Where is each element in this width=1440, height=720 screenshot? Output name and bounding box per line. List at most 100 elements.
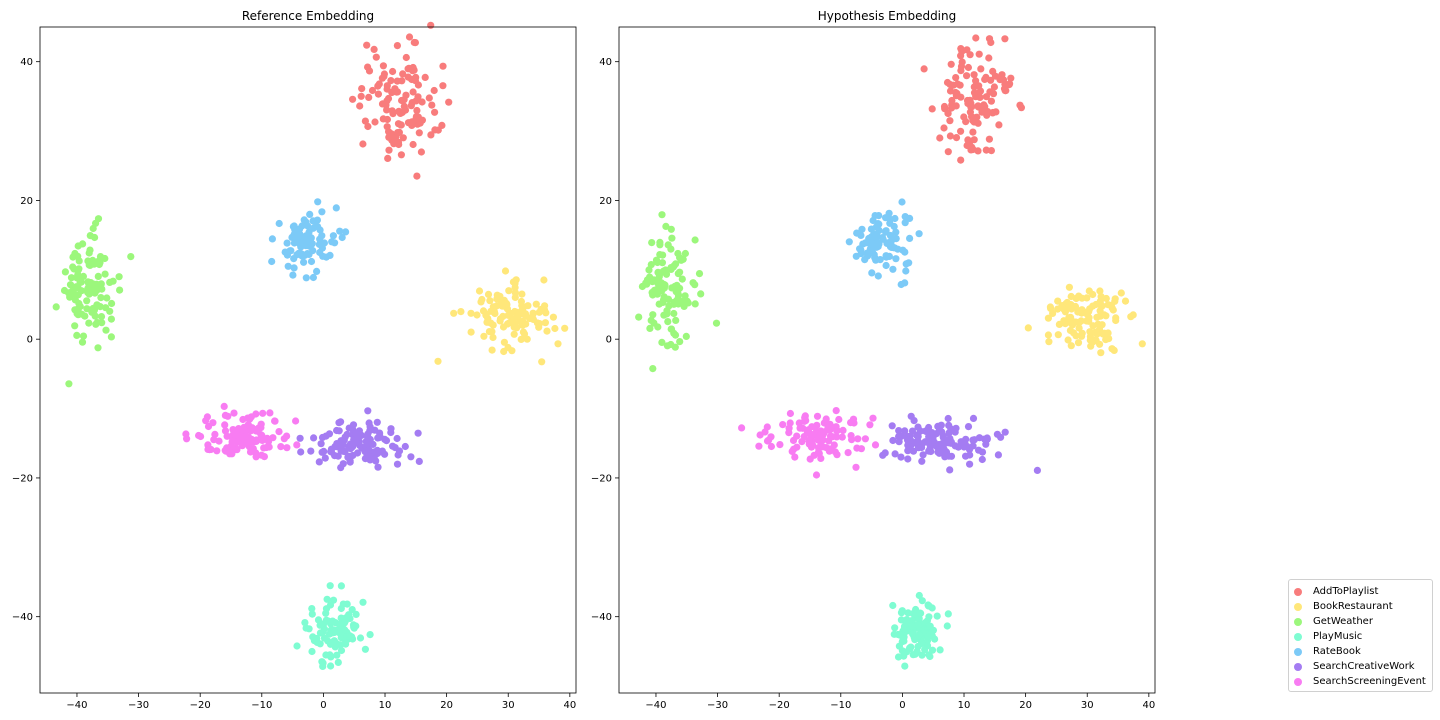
point-ratebook	[300, 216, 308, 224]
point-ratebook	[296, 225, 304, 233]
hypothesis-embedding-panel: Hypothesis Embedding −40 −30 −20 −10 0 10 20 30 4…	[591, 9, 1156, 711]
point-playmusic	[900, 625, 908, 634]
point-getweather	[66, 281, 75, 289]
point-playmusic	[911, 650, 919, 658]
point-searchscreeningevent	[785, 429, 793, 437]
point-searchcreativework	[369, 440, 377, 448]
legend-marker	[1294, 677, 1302, 686]
point-playmusic	[316, 629, 324, 637]
point-bookrestaurant	[514, 312, 522, 320]
point-searchcreativework	[349, 421, 358, 429]
point-addtoplaylist	[995, 121, 1003, 129]
point-getweather	[670, 309, 678, 318]
point-ratebook	[314, 198, 322, 206]
x-tick-label: 0	[320, 700, 326, 711]
point-searchcreativework	[363, 450, 371, 458]
point-addtoplaylist	[1001, 87, 1009, 95]
chart-title: Reference Embedding	[242, 9, 374, 23]
point-searchscreeningevent	[182, 430, 190, 438]
point-playmusic	[901, 662, 909, 670]
point-bookrestaurant	[467, 328, 475, 336]
point-getweather	[79, 332, 88, 340]
point-searchscreeningevent	[779, 421, 787, 429]
point-addtoplaylist	[982, 146, 990, 154]
x-tick-label: −10	[251, 700, 272, 711]
point-getweather	[672, 316, 680, 324]
point-searchcreativework	[997, 433, 1005, 441]
point-searchcreativework	[414, 429, 422, 437]
legend-label: AddToPlaylist	[1313, 586, 1379, 597]
point-searchcreativework	[910, 417, 918, 425]
point-bookrestaurant	[543, 327, 551, 335]
point-playmusic	[926, 622, 934, 630]
point-addtoplaylist	[957, 93, 965, 101]
point-playmusic	[337, 582, 345, 590]
point-addtoplaylist	[989, 90, 998, 98]
point-bookrestaurant	[1085, 308, 1093, 316]
point-bookrestaurant	[549, 313, 558, 321]
point-addtoplaylist	[964, 63, 973, 72]
point-ratebook	[875, 220, 883, 228]
point-playmusic	[917, 640, 926, 648]
point-searchscreeningevent	[835, 415, 843, 424]
point-playmusic	[322, 651, 330, 659]
point-ratebook	[897, 280, 905, 289]
point-bookrestaurant	[1112, 314, 1120, 322]
point-playmusic	[944, 610, 952, 618]
point-addtoplaylist	[990, 83, 999, 91]
point-ratebook	[283, 239, 291, 247]
point-addtoplaylist	[397, 121, 405, 129]
point-searchscreeningevent	[826, 420, 834, 428]
point-searchcreativework	[957, 438, 965, 446]
point-playmusic	[302, 624, 310, 632]
point-searchcreativework	[347, 445, 355, 453]
point-addtoplaylist	[358, 85, 366, 93]
point-addtoplaylist	[954, 80, 962, 88]
point-playmusic	[928, 646, 937, 654]
point-bookrestaurant	[529, 310, 537, 318]
point-bookrestaurant	[508, 347, 516, 355]
point-playmusic	[921, 646, 929, 654]
point-searchscreeningevent	[223, 432, 231, 440]
legend-label: SearchScreeningEvent	[1313, 676, 1426, 687]
point-addtoplaylist	[399, 70, 407, 78]
point-searchscreeningevent	[242, 427, 250, 435]
point-getweather	[649, 291, 657, 299]
point-searchcreativework	[337, 464, 345, 472]
point-searchcreativework	[296, 434, 304, 442]
point-ratebook	[318, 208, 326, 216]
point-searchcreativework	[908, 427, 917, 435]
point-addtoplaylist	[438, 121, 446, 129]
point-searchcreativework	[415, 457, 423, 465]
point-searchcreativework	[888, 422, 896, 430]
point-addtoplaylist	[920, 65, 928, 73]
point-ratebook	[892, 228, 900, 236]
point-searchcreativework	[331, 443, 339, 451]
point-ratebook	[882, 252, 890, 260]
point-addtoplaylist	[389, 110, 397, 118]
point-searchscreeningevent	[852, 463, 860, 471]
point-bookrestaurant	[1098, 302, 1106, 310]
point-ratebook	[275, 219, 283, 228]
point-addtoplaylist	[976, 87, 985, 95]
point-ratebook	[268, 257, 276, 266]
point-bookrestaurant	[502, 299, 511, 308]
point-ratebook	[868, 269, 876, 277]
point-searchscreeningevent	[277, 443, 285, 451]
point-searchscreeningevent	[795, 419, 803, 427]
point-searchcreativework	[942, 439, 950, 447]
point-getweather	[85, 319, 93, 327]
point-playmusic	[933, 612, 941, 620]
point-searchcreativework	[371, 448, 379, 456]
point-bookrestaurant	[509, 278, 517, 286]
point-getweather	[90, 306, 98, 314]
point-searchscreeningevent	[788, 447, 796, 455]
point-addtoplaylist	[972, 34, 980, 42]
point-addtoplaylist	[374, 82, 382, 90]
point-playmusic	[336, 620, 344, 628]
point-addtoplaylist	[397, 151, 405, 159]
point-ratebook	[307, 257, 316, 266]
point-bookrestaurant	[1072, 318, 1080, 326]
point-ratebook	[874, 272, 882, 280]
point-addtoplaylist	[408, 121, 416, 129]
